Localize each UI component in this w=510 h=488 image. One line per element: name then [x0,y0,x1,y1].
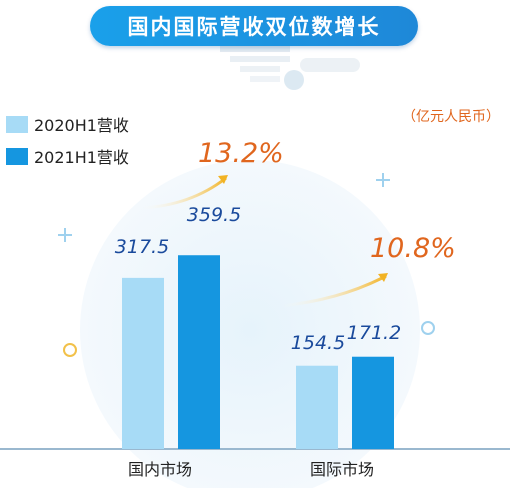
decorative-dots [220,46,360,82]
decorative-dot [284,70,304,90]
growth-arrow-head [378,273,388,282]
bar-2021-1 [352,356,394,449]
category-label: 国内市场 [127,460,192,479]
bar-2020-0 [122,277,164,449]
value-label: 359.5 [186,204,242,226]
value-label: 317.5 [114,236,170,258]
decorative-ring [421,321,435,335]
growth-arrow [139,176,227,210]
legend: 2020H1营收 2021H1营收 [6,110,129,174]
bar-2020-1 [296,365,338,449]
decorative-ring [63,343,77,357]
growth-arrow [279,274,387,308]
legend-item-2021: 2021H1营收 [6,142,129,170]
growth-label: 13.2% [198,138,284,169]
unit-label: （亿元人民币） [402,109,500,125]
value-label: 154.5 [290,332,346,354]
plus-icon [376,173,390,187]
legend-label-2020: 2020H1营收 [34,116,129,135]
legend-item-2020: 2020H1营收 [6,110,129,138]
plus-icon [58,228,72,242]
value-label: 171.2 [346,322,402,344]
growth-label: 10.8% [370,233,456,264]
bar-2021-0 [178,255,220,449]
legend-swatch-2020 [6,115,28,133]
category-label: 国际市场 [309,460,374,479]
growth-arrow-head [218,175,228,184]
chart-title: 国内国际营收双位数增长 [90,6,418,46]
legend-swatch-2021 [6,147,28,165]
bars-group [122,255,394,449]
legend-label-2021: 2021H1营收 [34,148,129,167]
